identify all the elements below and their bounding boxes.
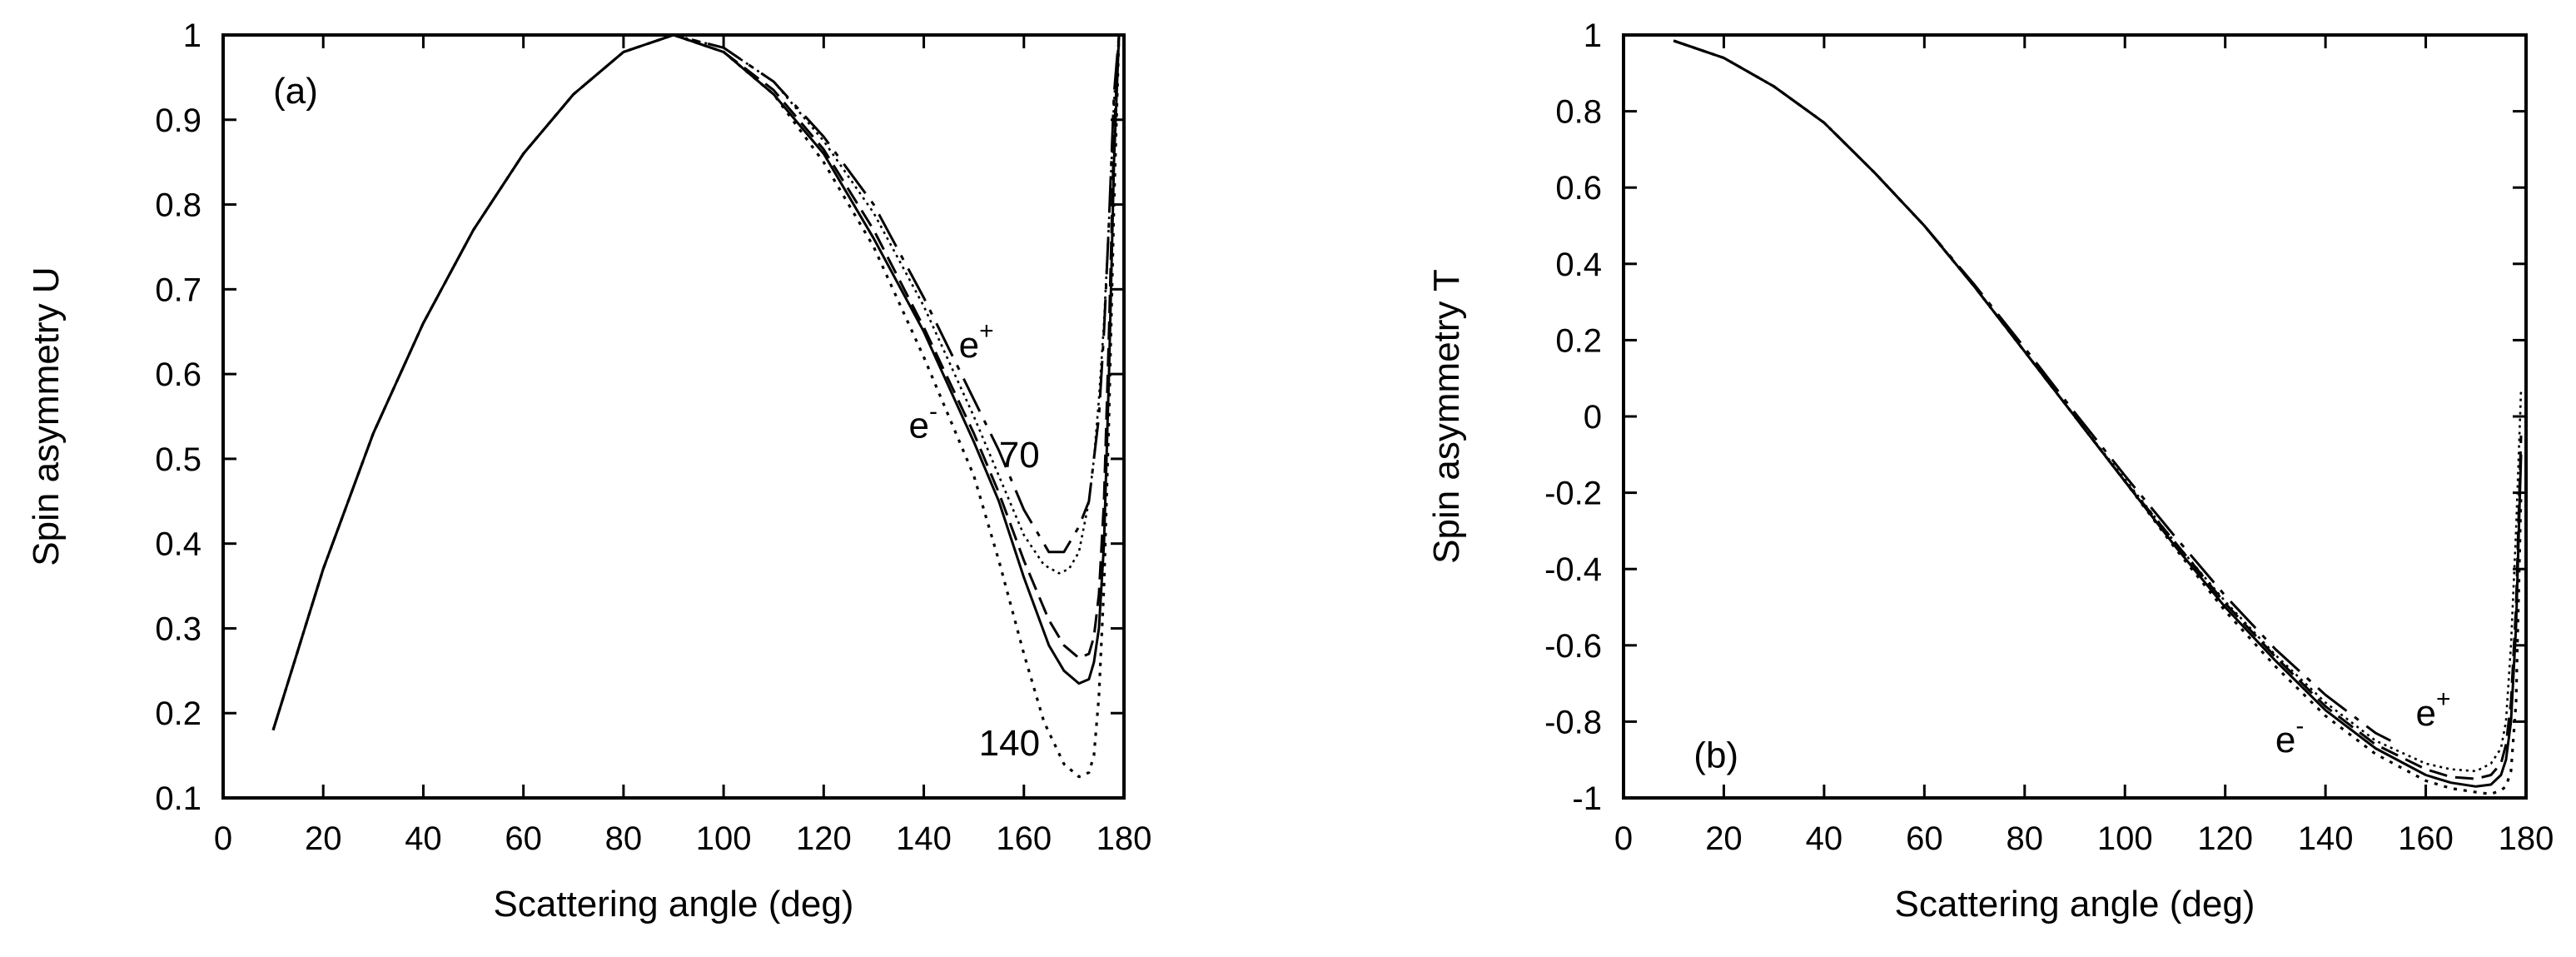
series-line-fine-dotted — [1673, 39, 2523, 773]
y-tick-label: 0.1 — [155, 780, 201, 817]
x-tick-label: 20 — [1705, 820, 1743, 857]
x-tick-label: 120 — [796, 820, 852, 857]
y-tick-label: 0 — [1584, 399, 1602, 436]
annotation-text: e — [959, 325, 979, 366]
series-line-dashed — [271, 33, 1121, 731]
y-tick-label: 0.3 — [155, 611, 201, 647]
x-tick-label: 140 — [2298, 820, 2354, 857]
annotation-superscript: + — [2436, 685, 2451, 713]
y-tick-label: 0.8 — [1555, 94, 1602, 131]
x-tick-label: 120 — [2197, 820, 2253, 857]
panel-label: (b) — [1693, 735, 1738, 775]
x-tick-label: 160 — [996, 820, 1052, 857]
y-tick-label: 0.4 — [155, 526, 201, 563]
y-tick-label: -0.8 — [1544, 704, 1602, 740]
y-tick-label: 0.8 — [155, 187, 201, 224]
series-line-solid — [271, 33, 1121, 731]
x-tick-label: 180 — [2499, 820, 2554, 857]
x-tick-label: 160 — [2398, 820, 2454, 857]
x-tick-label: 80 — [605, 820, 643, 857]
series-line-long-dash — [271, 33, 1121, 731]
y-tick-label: -0.4 — [1544, 551, 1602, 588]
x-tick-label: 80 — [2007, 820, 2044, 857]
x-tick-label: 0 — [214, 820, 232, 857]
series-line-dashed — [1673, 39, 2523, 780]
y-tick-label: 0.4 — [1555, 247, 1602, 283]
y-tick-label: 0.7 — [155, 272, 201, 308]
annotation: e- — [2275, 712, 2304, 760]
x-tick-label: 60 — [505, 820, 542, 857]
y-tick-label: 0.2 — [155, 695, 201, 732]
y-tick-label: 0.6 — [1555, 170, 1602, 207]
x-tick-label: 20 — [305, 820, 342, 857]
series-line-dotted — [1673, 39, 2523, 796]
series-line-fine-dotted — [271, 33, 1121, 730]
y-tick-label: -0.2 — [1544, 476, 1602, 512]
series-line-dotted — [271, 33, 1121, 779]
annotation: 140 — [979, 723, 1040, 764]
x-tick-label: 180 — [1097, 820, 1152, 857]
y-tick-label: 1 — [1584, 17, 1602, 54]
annotation: e+ — [2416, 685, 2451, 734]
panel-a: 0 20 40 60 80 100 120 140 160 180 0.1 0.2 0.3 0.4 0.5 0… — [26, 17, 1151, 925]
y-tick-label: 1 — [183, 17, 201, 54]
x-tick-label: 40 — [405, 820, 442, 857]
x-tick-label: 60 — [1906, 820, 1943, 857]
x-tick-label: 0 — [1614, 820, 1633, 857]
annotation: 70 — [999, 435, 1040, 476]
x-tick-label: 100 — [2097, 820, 2153, 857]
y-tick-label: 0.5 — [155, 441, 201, 478]
x-tick-label: 140 — [896, 820, 952, 857]
y-tick-label: 0.2 — [1555, 322, 1602, 359]
annotation-text: e — [2275, 720, 2295, 760]
panel-b: 0 20 40 60 80 100 120 140 160 180-1-0.8-0.6-0.4-0… — [1426, 17, 2554, 925]
x-tick-label: 40 — [1806, 820, 1843, 857]
y-tick-label: 0.9 — [155, 102, 201, 139]
y-tick-label: 0.6 — [155, 356, 201, 393]
plot-frame — [221, 33, 1126, 800]
annotation-text: e — [909, 405, 929, 446]
annotation-text: 70 — [999, 435, 1040, 476]
x-tick-label: 100 — [696, 820, 752, 857]
y-tick-label: -1 — [1572, 780, 1602, 817]
annotation-superscript: - — [929, 397, 937, 425]
x-axis-label: Scattering angle (deg) — [494, 884, 854, 925]
panel-label: (a) — [273, 71, 318, 112]
x-axis-label: Scattering angle (deg) — [1895, 884, 2255, 925]
annotation-text: e — [2416, 693, 2436, 734]
y-axis-label: Spin asymmetry T — [1426, 269, 1467, 564]
annotation-text: 140 — [979, 723, 1040, 764]
annotation-superscript: - — [2295, 712, 2304, 740]
annotation: e- — [909, 397, 937, 446]
series-line-long-dash — [1673, 39, 2392, 742]
series-line-solid — [1673, 39, 2523, 788]
annotation: e+ — [959, 317, 994, 366]
y-axis-label: Spin asymmetry U — [26, 267, 67, 566]
annotation-superscript: + — [979, 317, 994, 345]
y-tick-label: -0.6 — [1544, 628, 1602, 665]
